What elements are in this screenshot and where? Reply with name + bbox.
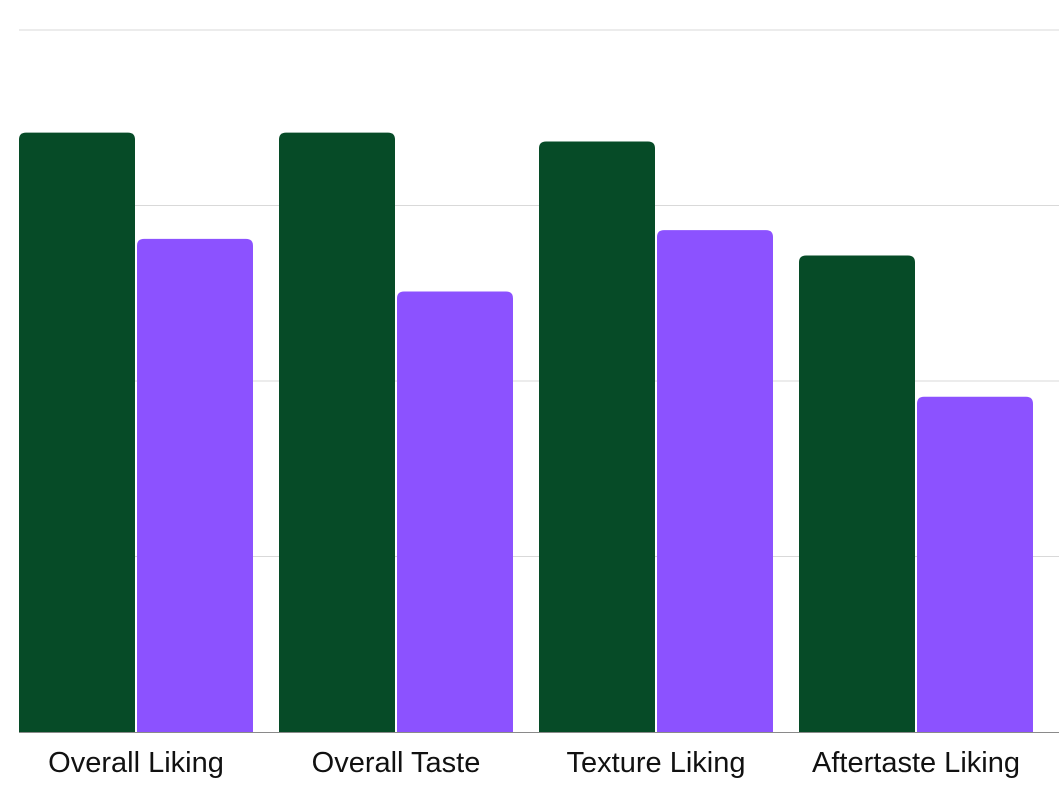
- bar-series-1-1: [279, 132, 395, 733]
- category-labels: Overall Liking Overall Taste Texture Likin…: [48, 747, 1020, 779]
- bar-series-2-0: [137, 238, 253, 732]
- x-tick-label: Aftertaste Liking: [812, 747, 1020, 779]
- bar-series-1-3: [799, 255, 915, 732]
- bar-series-1-0: [19, 132, 135, 733]
- bar-series-2-2: [657, 230, 773, 732]
- x-tick-label: Texture Liking: [567, 747, 746, 779]
- x-tick-label: Overall Taste: [312, 747, 481, 779]
- bar-series-2-3: [917, 396, 1033, 732]
- bar-series-2-1: [397, 291, 513, 732]
- bars: [19, 132, 1033, 733]
- bar-series-1-2: [539, 141, 655, 732]
- x-tick-label: Overall Liking: [48, 747, 224, 779]
